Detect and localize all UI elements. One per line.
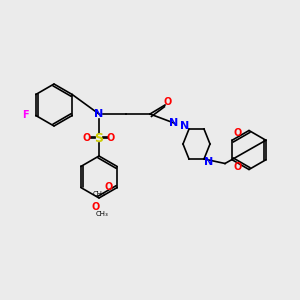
Text: O: O: [234, 162, 242, 172]
Text: CH₃: CH₃: [93, 190, 106, 196]
Text: O: O: [164, 97, 172, 107]
Text: N: N: [94, 109, 103, 119]
Text: O: O: [83, 133, 91, 143]
Text: CH₃: CH₃: [96, 212, 108, 218]
Text: O: O: [104, 182, 112, 193]
Text: S: S: [94, 131, 103, 145]
Text: O: O: [234, 128, 242, 138]
Text: N: N: [180, 121, 189, 131]
Text: F: F: [22, 110, 28, 121]
Text: O: O: [92, 202, 100, 212]
Text: N: N: [204, 157, 213, 167]
Text: O: O: [107, 133, 115, 143]
Text: N: N: [169, 118, 178, 128]
